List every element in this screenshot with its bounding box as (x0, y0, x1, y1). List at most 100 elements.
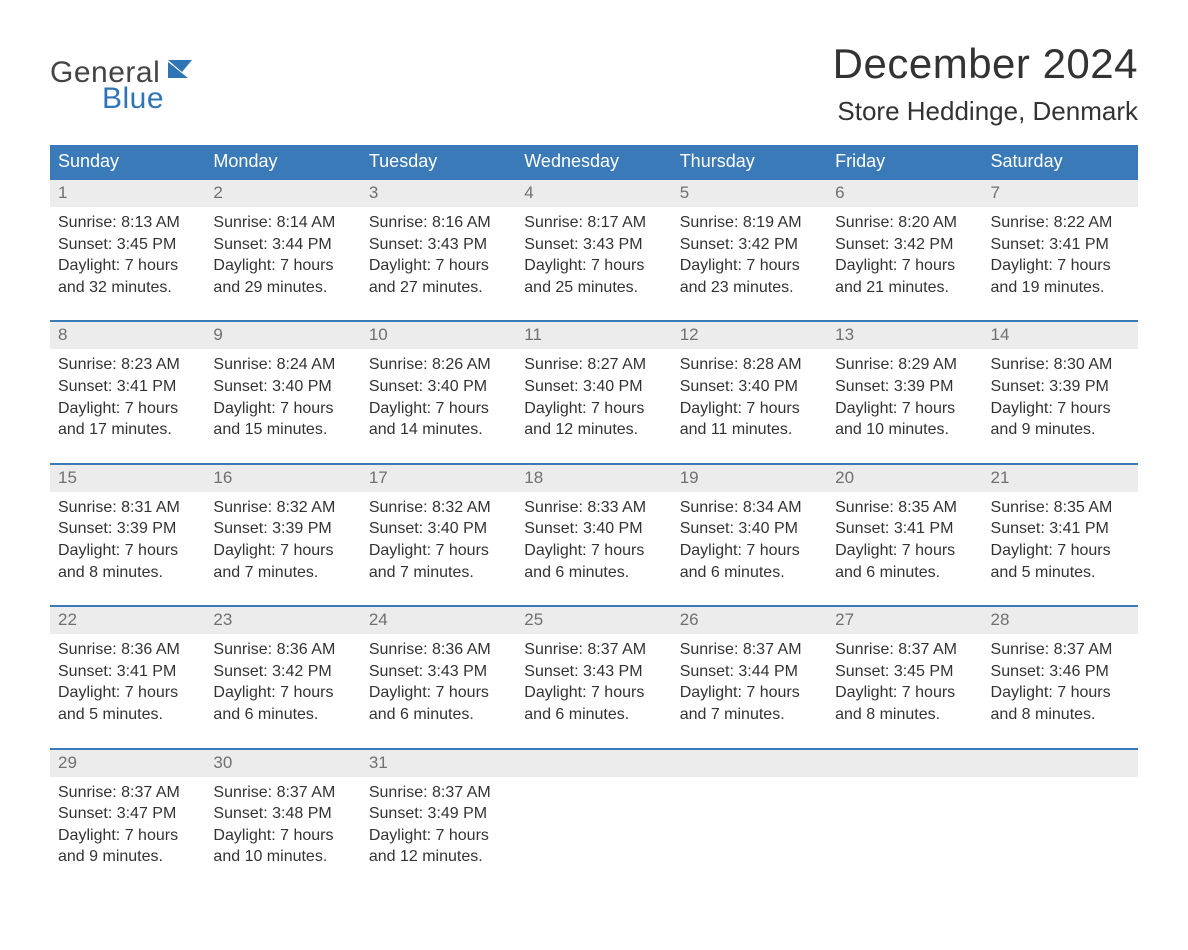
sunset-line: Sunset: 3:39 PM (991, 376, 1130, 398)
day-details: Sunrise: 8:37 AMSunset: 3:44 PMDaylight:… (672, 634, 827, 725)
day-details: Sunrise: 8:13 AMSunset: 3:45 PMDaylight:… (50, 207, 205, 298)
day-details: Sunrise: 8:20 AMSunset: 3:42 PMDaylight:… (827, 207, 982, 298)
sunrise-line: Sunrise: 8:20 AM (835, 212, 974, 234)
calendar-header-row: Sunday Monday Tuesday Wednesday Thursday… (50, 145, 1138, 178)
calendar-cell: 22Sunrise: 8:36 AMSunset: 3:41 PMDayligh… (50, 605, 205, 747)
sunrise-line: Sunrise: 8:27 AM (524, 354, 663, 376)
day-number: 5 (672, 178, 827, 207)
calendar-body: 1Sunrise: 8:13 AMSunset: 3:45 PMDaylight… (50, 178, 1138, 890)
sunset-line: Sunset: 3:41 PM (58, 376, 197, 398)
calendar-cell (827, 748, 982, 890)
calendar-cell: 14Sunrise: 8:30 AMSunset: 3:39 PMDayligh… (983, 320, 1138, 462)
day-number: 18 (516, 463, 671, 492)
daylight-line-2: and 9 minutes. (58, 846, 197, 868)
sunrise-line: Sunrise: 8:19 AM (680, 212, 819, 234)
day-number: 24 (361, 605, 516, 634)
calendar-cell: 5Sunrise: 8:19 AMSunset: 3:42 PMDaylight… (672, 178, 827, 320)
sunset-line: Sunset: 3:40 PM (680, 518, 819, 540)
day-details: Sunrise: 8:33 AMSunset: 3:40 PMDaylight:… (516, 492, 671, 583)
calendar-cell: 26Sunrise: 8:37 AMSunset: 3:44 PMDayligh… (672, 605, 827, 747)
sunrise-line: Sunrise: 8:35 AM (835, 497, 974, 519)
daylight-line-1: Daylight: 7 hours (680, 540, 819, 562)
sunset-line: Sunset: 3:40 PM (680, 376, 819, 398)
day-number: 30 (205, 748, 360, 777)
sunrise-line: Sunrise: 8:30 AM (991, 354, 1130, 376)
sunset-line: Sunset: 3:45 PM (58, 234, 197, 256)
calendar-cell (672, 748, 827, 890)
calendar-week-row: 22Sunrise: 8:36 AMSunset: 3:41 PMDayligh… (50, 605, 1138, 747)
day-number: 17 (361, 463, 516, 492)
daylight-line-1: Daylight: 7 hours (835, 682, 974, 704)
daylight-line-1: Daylight: 7 hours (991, 682, 1130, 704)
sunrise-line: Sunrise: 8:37 AM (213, 782, 352, 804)
calendar-cell: 23Sunrise: 8:36 AMSunset: 3:42 PMDayligh… (205, 605, 360, 747)
sunset-line: Sunset: 3:42 PM (213, 661, 352, 683)
day-details: Sunrise: 8:32 AMSunset: 3:40 PMDaylight:… (361, 492, 516, 583)
daylight-line-2: and 7 minutes. (369, 562, 508, 584)
daylight-line-1: Daylight: 7 hours (835, 255, 974, 277)
daylight-line-2: and 6 minutes. (680, 562, 819, 584)
calendar-cell: 1Sunrise: 8:13 AMSunset: 3:45 PMDaylight… (50, 178, 205, 320)
daylight-line-1: Daylight: 7 hours (213, 398, 352, 420)
sunrise-line: Sunrise: 8:36 AM (213, 639, 352, 661)
sunrise-line: Sunrise: 8:33 AM (524, 497, 663, 519)
daylight-line-1: Daylight: 7 hours (369, 255, 508, 277)
day-heading-fri: Friday (827, 145, 982, 178)
day-details: Sunrise: 8:31 AMSunset: 3:39 PMDaylight:… (50, 492, 205, 583)
sunset-line: Sunset: 3:43 PM (524, 661, 663, 683)
calendar-table: Sunday Monday Tuesday Wednesday Thursday… (50, 145, 1138, 890)
day-details: Sunrise: 8:30 AMSunset: 3:39 PMDaylight:… (983, 349, 1138, 440)
daylight-line-2: and 11 minutes. (680, 419, 819, 441)
daylight-line-2: and 6 minutes. (524, 562, 663, 584)
daylight-line-1: Daylight: 7 hours (680, 255, 819, 277)
day-details: Sunrise: 8:36 AMSunset: 3:41 PMDaylight:… (50, 634, 205, 725)
sunset-line: Sunset: 3:44 PM (213, 234, 352, 256)
daylight-line-2: and 8 minutes. (835, 704, 974, 726)
daylight-line-2: and 5 minutes. (991, 562, 1130, 584)
sunrise-line: Sunrise: 8:34 AM (680, 497, 819, 519)
day-number: 12 (672, 320, 827, 349)
daylight-line-1: Daylight: 7 hours (835, 540, 974, 562)
sunset-line: Sunset: 3:41 PM (58, 661, 197, 683)
calendar-cell: 31Sunrise: 8:37 AMSunset: 3:49 PMDayligh… (361, 748, 516, 890)
daylight-line-1: Daylight: 7 hours (213, 825, 352, 847)
daylight-line-2: and 19 minutes. (991, 277, 1130, 299)
day-number: 22 (50, 605, 205, 634)
empty-day (516, 748, 671, 777)
day-number: 28 (983, 605, 1138, 634)
calendar-cell: 16Sunrise: 8:32 AMSunset: 3:39 PMDayligh… (205, 463, 360, 605)
sunrise-line: Sunrise: 8:31 AM (58, 497, 197, 519)
daylight-line-2: and 32 minutes. (58, 277, 197, 299)
location-subtitle: Store Heddinge, Denmark (833, 96, 1138, 127)
calendar-cell: 15Sunrise: 8:31 AMSunset: 3:39 PMDayligh… (50, 463, 205, 605)
sunrise-line: Sunrise: 8:37 AM (835, 639, 974, 661)
sunset-line: Sunset: 3:44 PM (680, 661, 819, 683)
sunrise-line: Sunrise: 8:23 AM (58, 354, 197, 376)
day-number: 26 (672, 605, 827, 634)
daylight-line-2: and 23 minutes. (680, 277, 819, 299)
daylight-line-2: and 8 minutes. (58, 562, 197, 584)
day-number: 15 (50, 463, 205, 492)
day-number: 10 (361, 320, 516, 349)
sunrise-line: Sunrise: 8:37 AM (524, 639, 663, 661)
sunset-line: Sunset: 3:39 PM (835, 376, 974, 398)
day-details: Sunrise: 8:27 AMSunset: 3:40 PMDaylight:… (516, 349, 671, 440)
day-number: 21 (983, 463, 1138, 492)
daylight-line-1: Daylight: 7 hours (524, 540, 663, 562)
day-number: 3 (361, 178, 516, 207)
sunset-line: Sunset: 3:48 PM (213, 803, 352, 825)
day-number: 29 (50, 748, 205, 777)
sunset-line: Sunset: 3:40 PM (213, 376, 352, 398)
daylight-line-1: Daylight: 7 hours (369, 825, 508, 847)
daylight-line-1: Daylight: 7 hours (213, 682, 352, 704)
flag-icon (168, 60, 202, 91)
day-details: Sunrise: 8:17 AMSunset: 3:43 PMDaylight:… (516, 207, 671, 298)
daylight-line-1: Daylight: 7 hours (58, 255, 197, 277)
day-details: Sunrise: 8:14 AMSunset: 3:44 PMDaylight:… (205, 207, 360, 298)
day-number: 9 (205, 320, 360, 349)
sunset-line: Sunset: 3:41 PM (835, 518, 974, 540)
sunrise-line: Sunrise: 8:14 AM (213, 212, 352, 234)
daylight-line-1: Daylight: 7 hours (213, 255, 352, 277)
day-number: 25 (516, 605, 671, 634)
month-title: December 2024 (833, 40, 1138, 88)
